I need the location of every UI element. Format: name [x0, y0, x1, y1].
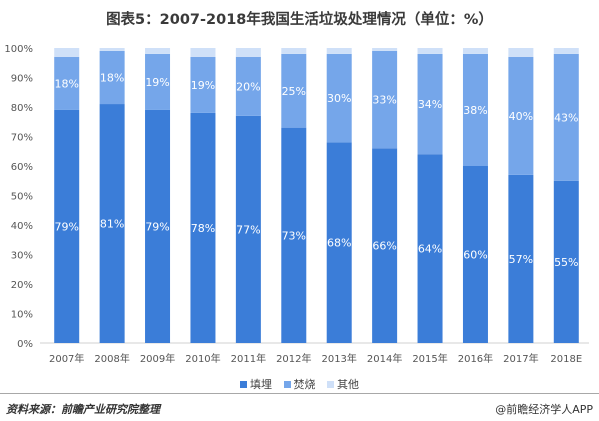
- chart-title: 图表5：2007-2018年我国生活垃圾处理情况（单位：%）: [106, 12, 493, 28]
- x-tick-label: 2013年: [321, 352, 356, 365]
- y-tick-label: 80%: [11, 103, 33, 114]
- bar-segment-landfill: [235, 115, 261, 343]
- bar-segment-incineration: [99, 50, 125, 105]
- bar-segment-other: [190, 48, 216, 57]
- bar-segment-other: [462, 48, 488, 54]
- data-label: 34%: [418, 98, 442, 111]
- y-tick-label: 40%: [11, 221, 33, 232]
- bar-segment-other: [372, 48, 398, 51]
- x-tick-label: 2015年: [412, 352, 447, 365]
- bar-segment-landfill: [508, 174, 534, 343]
- legend-label-other: 其他: [337, 378, 359, 391]
- bar-segment-other: [417, 48, 443, 54]
- legend-item-other: 其他: [327, 376, 359, 392]
- bar-segment-landfill: [145, 109, 171, 343]
- data-label: 73%: [282, 229, 306, 242]
- bar-segment-incineration: [462, 53, 488, 166]
- data-label: 68%: [327, 237, 351, 250]
- legend: 填埋 焚烧 其他: [0, 376, 599, 392]
- data-label: 79%: [145, 220, 169, 233]
- x-tick-label: 2018E: [550, 354, 582, 365]
- bar-segment-incineration: [190, 56, 216, 113]
- bar-segment-landfill: [462, 166, 488, 343]
- footer-divider: [0, 393, 599, 394]
- data-label: 43%: [554, 111, 578, 124]
- bar-segment-incineration: [326, 53, 352, 143]
- y-tick-label: 70%: [11, 133, 33, 144]
- x-tick-label: 2010年: [185, 352, 220, 365]
- bar-segment-other: [553, 48, 579, 54]
- y-tick-label: 0%: [17, 339, 33, 350]
- bar-segment-landfill: [417, 154, 443, 343]
- y-tick-label: 50%: [11, 192, 33, 203]
- legend-label-incineration: 焚烧: [293, 378, 316, 391]
- bar-segment-incineration: [54, 56, 80, 110]
- bar-segment-landfill: [190, 112, 216, 344]
- x-tick-label: 2016年: [458, 352, 493, 365]
- data-label: 38%: [463, 104, 487, 117]
- data-label: 57%: [509, 253, 533, 266]
- bar-segment-other: [235, 48, 261, 57]
- data-label: 64%: [418, 243, 442, 256]
- bar-segment-landfill: [54, 109, 80, 343]
- brand-credit: @前瞻经济学人APP: [495, 403, 593, 416]
- data-label: 60%: [463, 249, 487, 262]
- y-tick-label: 30%: [11, 251, 33, 262]
- bar-segment-other: [99, 48, 125, 51]
- data-label: 33%: [372, 94, 396, 107]
- bar-segment-other: [145, 48, 171, 54]
- x-tick-label: 2017年: [503, 352, 538, 365]
- data-label: 25%: [282, 85, 306, 98]
- bar-segment-landfill: [99, 104, 125, 343]
- y-tick-label: 20%: [11, 280, 33, 291]
- legend-label-landfill: 填埋: [250, 378, 272, 391]
- bar-segment-landfill: [372, 148, 398, 343]
- y-tick-label: 90%: [11, 74, 33, 85]
- x-tick-label: 2012年: [276, 352, 311, 365]
- bar-segment-other: [326, 48, 352, 54]
- legend-swatch-incineration: [283, 381, 291, 388]
- bar-segment-incineration: [553, 53, 579, 181]
- data-label: 20%: [236, 80, 260, 93]
- bar-segment-landfill: [553, 180, 579, 343]
- y-tick-label: 60%: [11, 162, 33, 173]
- y-tick-label: 10%: [11, 310, 33, 321]
- data-label: 40%: [509, 110, 533, 123]
- y-tick-label: 100%: [4, 44, 33, 55]
- data-label: 66%: [372, 240, 396, 253]
- bar-segment-landfill: [326, 142, 352, 343]
- data-label: 81%: [100, 218, 124, 231]
- legend-swatch-other: [327, 381, 334, 388]
- data-label: 18%: [54, 77, 78, 90]
- legend-item-incineration: 焚烧: [283, 376, 316, 392]
- data-label: 19%: [191, 79, 215, 92]
- bar-segment-incineration: [235, 56, 261, 116]
- data-label: 77%: [236, 223, 260, 236]
- source-note: 资料来源：前瞻产业研究院整理: [6, 403, 160, 416]
- x-tick-label: 2011年: [231, 352, 266, 365]
- data-label: 30%: [327, 92, 351, 105]
- bar-segment-landfill: [281, 127, 307, 344]
- x-tick-label: 2008年: [94, 352, 129, 365]
- bar-segment-incineration: [145, 53, 171, 110]
- bar-segment-other: [54, 48, 80, 57]
- bar-segment-incineration: [508, 56, 534, 175]
- stacked-bar-chart: 0% 10% 20% 30% 40% 50% 60% 70% 80% 90% 100% 79% 18% 2…: [4, 44, 589, 365]
- bar-segment-incineration: [372, 50, 398, 149]
- bar-segment-other: [281, 48, 307, 54]
- data-label: 55%: [554, 256, 578, 269]
- bar-segment-incineration: [417, 53, 443, 155]
- legend-swatch-landfill: [240, 381, 247, 388]
- x-tick-label: 2009年: [140, 352, 175, 365]
- legend-item-landfill: 填埋: [240, 376, 272, 392]
- data-label: 79%: [54, 220, 78, 233]
- data-label: 78%: [191, 222, 215, 235]
- data-label: 19%: [145, 76, 169, 89]
- bar-segment-other: [508, 48, 534, 57]
- data-label: 18%: [100, 72, 124, 85]
- bar-segment-incineration: [281, 53, 307, 128]
- x-tick-label: 2007年: [49, 352, 84, 365]
- x-tick-label: 2014年: [367, 352, 402, 365]
